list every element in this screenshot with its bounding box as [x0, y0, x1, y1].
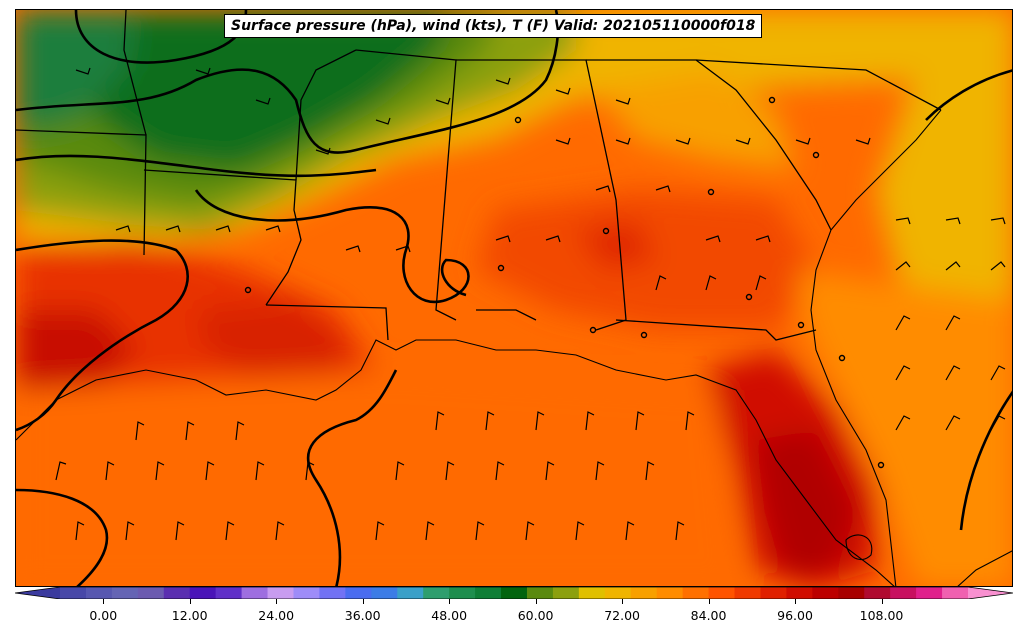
colorbar-segment: [267, 587, 294, 599]
colorbar-segment: [890, 587, 917, 599]
colorbar-segment: [319, 587, 346, 599]
colorbar-tick-label: 60.00: [517, 608, 554, 623]
colorbar-segment: [293, 587, 320, 599]
map-panel: [15, 9, 1013, 587]
colorbar-segment: [942, 587, 969, 599]
colorbar-segment: [345, 587, 372, 599]
colorbar-segment: [578, 587, 606, 599]
colorbar-segment: [864, 587, 891, 599]
isobars: [16, 10, 1012, 586]
colorbar-tick-label: 0.00: [89, 608, 118, 623]
colorbar-tick: [362, 599, 364, 604]
colorbar-tick-label: 96.00: [777, 608, 813, 623]
colorbar-tick-label: 12.00: [171, 608, 208, 623]
map-title: Surface pressure (hPa), wind (kts), T (F…: [224, 14, 763, 38]
colorbar-segment: [708, 587, 736, 599]
colorbar-tick: [276, 599, 278, 604]
colorbar-segment: [501, 587, 528, 599]
colorbar-segment: [526, 587, 554, 599]
colorbar-segment: [423, 587, 450, 599]
colorbar-tick: [881, 599, 883, 604]
colorbar-tick-label: 36.00: [344, 608, 381, 623]
colorbar-segment: [397, 587, 424, 599]
temperature-field: [16, 10, 1012, 586]
colorbar-segment: [630, 587, 658, 599]
state-boundaries: [16, 10, 942, 341]
calm-wind-circles: [244, 96, 885, 469]
coastlines: [16, 109, 1012, 586]
colorbar-segment: [215, 587, 243, 599]
colorbar-extend-low: [15, 587, 60, 599]
colorbar-segment: [449, 587, 476, 599]
colorbar-extend-high: [968, 587, 1013, 599]
colorbar-segment: [371, 587, 398, 599]
colorbar-segment: [838, 587, 865, 599]
colorbar-segment: [812, 587, 839, 599]
colorbar-segment: [786, 587, 813, 599]
colorbar-segment: [656, 587, 684, 599]
colorbar-tick-label: 48.00: [431, 608, 468, 623]
colorbar-segment: [604, 587, 632, 599]
colorbar-tick: [103, 599, 105, 604]
colorbar-tick: [189, 599, 191, 604]
colorbar-segment: [916, 587, 943, 599]
colorbar-segment: [137, 587, 165, 599]
colorbar-tick: [535, 599, 537, 604]
colorbar-tick-label: 108.00: [859, 608, 904, 623]
colorbar-tick-label: 72.00: [604, 608, 640, 623]
colorbar-tick: [622, 599, 624, 604]
colorbar-tick: [708, 599, 710, 604]
colorbar-tick: [449, 599, 451, 604]
colorbar-tick: [795, 599, 797, 604]
colorbar-ticks: 0.00 12.00 24.00 36.00 48.00 60.00 72.00 84.00 9…: [0, 599, 1022, 629]
colorbar-segment: [475, 587, 502, 599]
wind-barbs: [55, 67, 1006, 541]
colorbar-segment: [85, 587, 113, 599]
colorbar-tick-label: 84.00: [690, 608, 727, 623]
colorbar-segment: [60, 587, 87, 599]
colorbar-tick-label: 24.00: [258, 608, 295, 623]
colorbar-segment: [241, 587, 269, 599]
colorbar-segment: [163, 587, 191, 599]
colorbar-segment: [189, 587, 217, 599]
temperature-map: [16, 10, 1012, 586]
colorbar-segment: [111, 587, 139, 599]
colorbar-segment: [682, 587, 710, 599]
colorbar-segment: [552, 587, 580, 599]
colorbar-segment: [734, 587, 761, 599]
colorbar: [15, 587, 1013, 599]
colorbar-segment: [760, 587, 787, 599]
